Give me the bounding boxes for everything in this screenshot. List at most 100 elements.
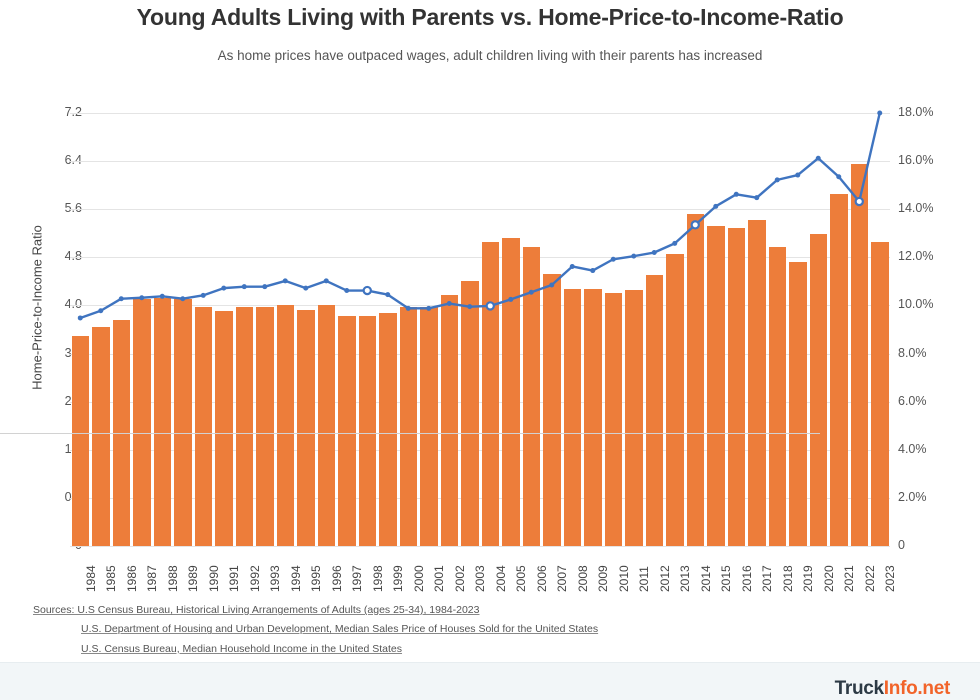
source-text[interactable]: U.S. Department of Housing and Urban Dev… <box>81 623 599 636</box>
x-tick: 1985 <box>104 565 119 592</box>
x-tick: 1984 <box>83 565 98 592</box>
y-tick-left: 7.2 <box>64 105 82 119</box>
brand-logo[interactable]: TruckInfo.net <box>835 678 951 700</box>
x-tick: 1988 <box>165 565 180 592</box>
bar <box>235 306 253 546</box>
chart-title: Young Adults Living with Parents vs. Hom… <box>136 4 844 30</box>
source-row: U.S. Census Bureau, Median Household Inc… <box>33 639 933 658</box>
x-tick: 1993 <box>268 565 283 592</box>
x-tick: 2010 <box>616 565 631 592</box>
bar <box>502 238 520 546</box>
source-text[interactable]: Sources: U.S Census Bureau, Historical L… <box>33 604 480 616</box>
x-tick: 1986 <box>124 565 139 592</box>
source-row: U.S. Department of Housing and Urban Dev… <box>33 619 933 638</box>
gridline <box>70 353 890 355</box>
y-tick-left: 4.8 <box>64 249 82 264</box>
x-tick: 1997 <box>350 565 365 592</box>
x-tick: 2014 <box>698 565 713 592</box>
x-tick: 2006 <box>534 565 549 592</box>
line-marker <box>426 305 432 311</box>
y-tick-right: 10.0% <box>898 297 934 312</box>
bar <box>563 288 581 546</box>
x-tick: 2004 <box>493 565 508 592</box>
y-tick-right: 14.0% <box>898 201 934 216</box>
bar <box>666 254 684 546</box>
line-marker <box>77 315 83 321</box>
bar <box>153 298 171 546</box>
x-tick: 2012 <box>657 565 672 592</box>
bar <box>71 335 89 546</box>
gridline <box>70 449 890 451</box>
x-tick: 2009 <box>596 565 611 592</box>
y-tick-right: 8.0% <box>898 345 927 360</box>
x-tick: 2018 <box>780 565 795 592</box>
x-tick: 1994 <box>288 565 303 592</box>
x-tick: 2000 <box>411 565 426 592</box>
line-path <box>79 111 881 320</box>
line-marker <box>262 284 268 290</box>
x-tick: 1987 <box>145 565 160 592</box>
footer-band <box>0 662 980 700</box>
chart-card: Young Adults Living with Parents vs. Hom… <box>0 4 934 658</box>
line-marker <box>795 172 801 178</box>
y-tick-left: 4.0 <box>64 297 82 312</box>
y-axis-label-left: Home-Price-to-Income Ratio <box>29 225 45 390</box>
x-tick: 2003 <box>473 565 488 592</box>
x-axis-ticks: 1984 1985 1986 1987 1988 1989 1990 1991 1992 1993… <box>70 550 898 596</box>
source-text[interactable]: U.S. Census Bureau, Median Household Inc… <box>81 642 403 655</box>
sources-block: Sources: U.S Census Bureau, Historical L… <box>33 600 933 658</box>
line-marker <box>690 220 700 230</box>
x-tick: 1992 <box>247 565 262 592</box>
bar <box>420 306 438 546</box>
line-marker <box>549 282 555 288</box>
gridline <box>70 546 890 547</box>
line-marker <box>590 268 596 274</box>
x-tick: 2002 <box>452 565 467 592</box>
x-tick: 2023 <box>883 565 898 592</box>
plot-area <box>70 110 890 547</box>
line-marker <box>651 250 657 256</box>
bar <box>92 326 110 546</box>
y-tick-right: 2.0% <box>898 489 927 504</box>
x-tick: 2001 <box>432 565 447 592</box>
bar <box>645 275 663 546</box>
x-tick: 2021 <box>842 565 857 592</box>
bar <box>399 306 417 546</box>
x-tick: 1998 <box>370 565 385 592</box>
x-tick: 2019 <box>801 565 816 592</box>
x-tick: 2011 <box>637 566 652 592</box>
y-tick-left: 5.6 <box>64 201 82 216</box>
bar <box>727 228 745 546</box>
y-tick-left: 6.4 <box>64 153 82 168</box>
x-tick: 2022 <box>862 565 877 592</box>
gridline <box>70 497 890 499</box>
line-marker <box>405 305 411 311</box>
line-series-young-adults <box>77 110 883 321</box>
line-marker <box>180 296 186 302</box>
line-marker <box>754 195 760 201</box>
bar-series-home-price-ratio <box>70 113 890 546</box>
gridline <box>70 401 890 403</box>
line-marker <box>610 256 616 262</box>
x-tick: 1991 <box>227 565 242 592</box>
line-marker <box>815 155 821 161</box>
bar <box>358 316 376 546</box>
bar <box>338 316 356 546</box>
line-marker <box>508 296 514 302</box>
x-tick: 2008 <box>575 565 590 592</box>
bar <box>686 214 704 546</box>
line-marker <box>344 288 350 294</box>
bar <box>625 290 643 546</box>
x-tick: 2007 <box>555 565 570 592</box>
line-marker <box>854 196 864 207</box>
y-tick-right: 4.0% <box>898 441 927 456</box>
line-marker <box>733 191 739 197</box>
x-tick: 1995 <box>309 565 324 592</box>
bar <box>440 294 458 546</box>
bar <box>871 242 889 546</box>
bar <box>768 246 786 546</box>
line-marker <box>323 278 329 284</box>
line-marker <box>485 301 495 311</box>
line-marker <box>159 293 165 299</box>
bar <box>133 299 151 546</box>
